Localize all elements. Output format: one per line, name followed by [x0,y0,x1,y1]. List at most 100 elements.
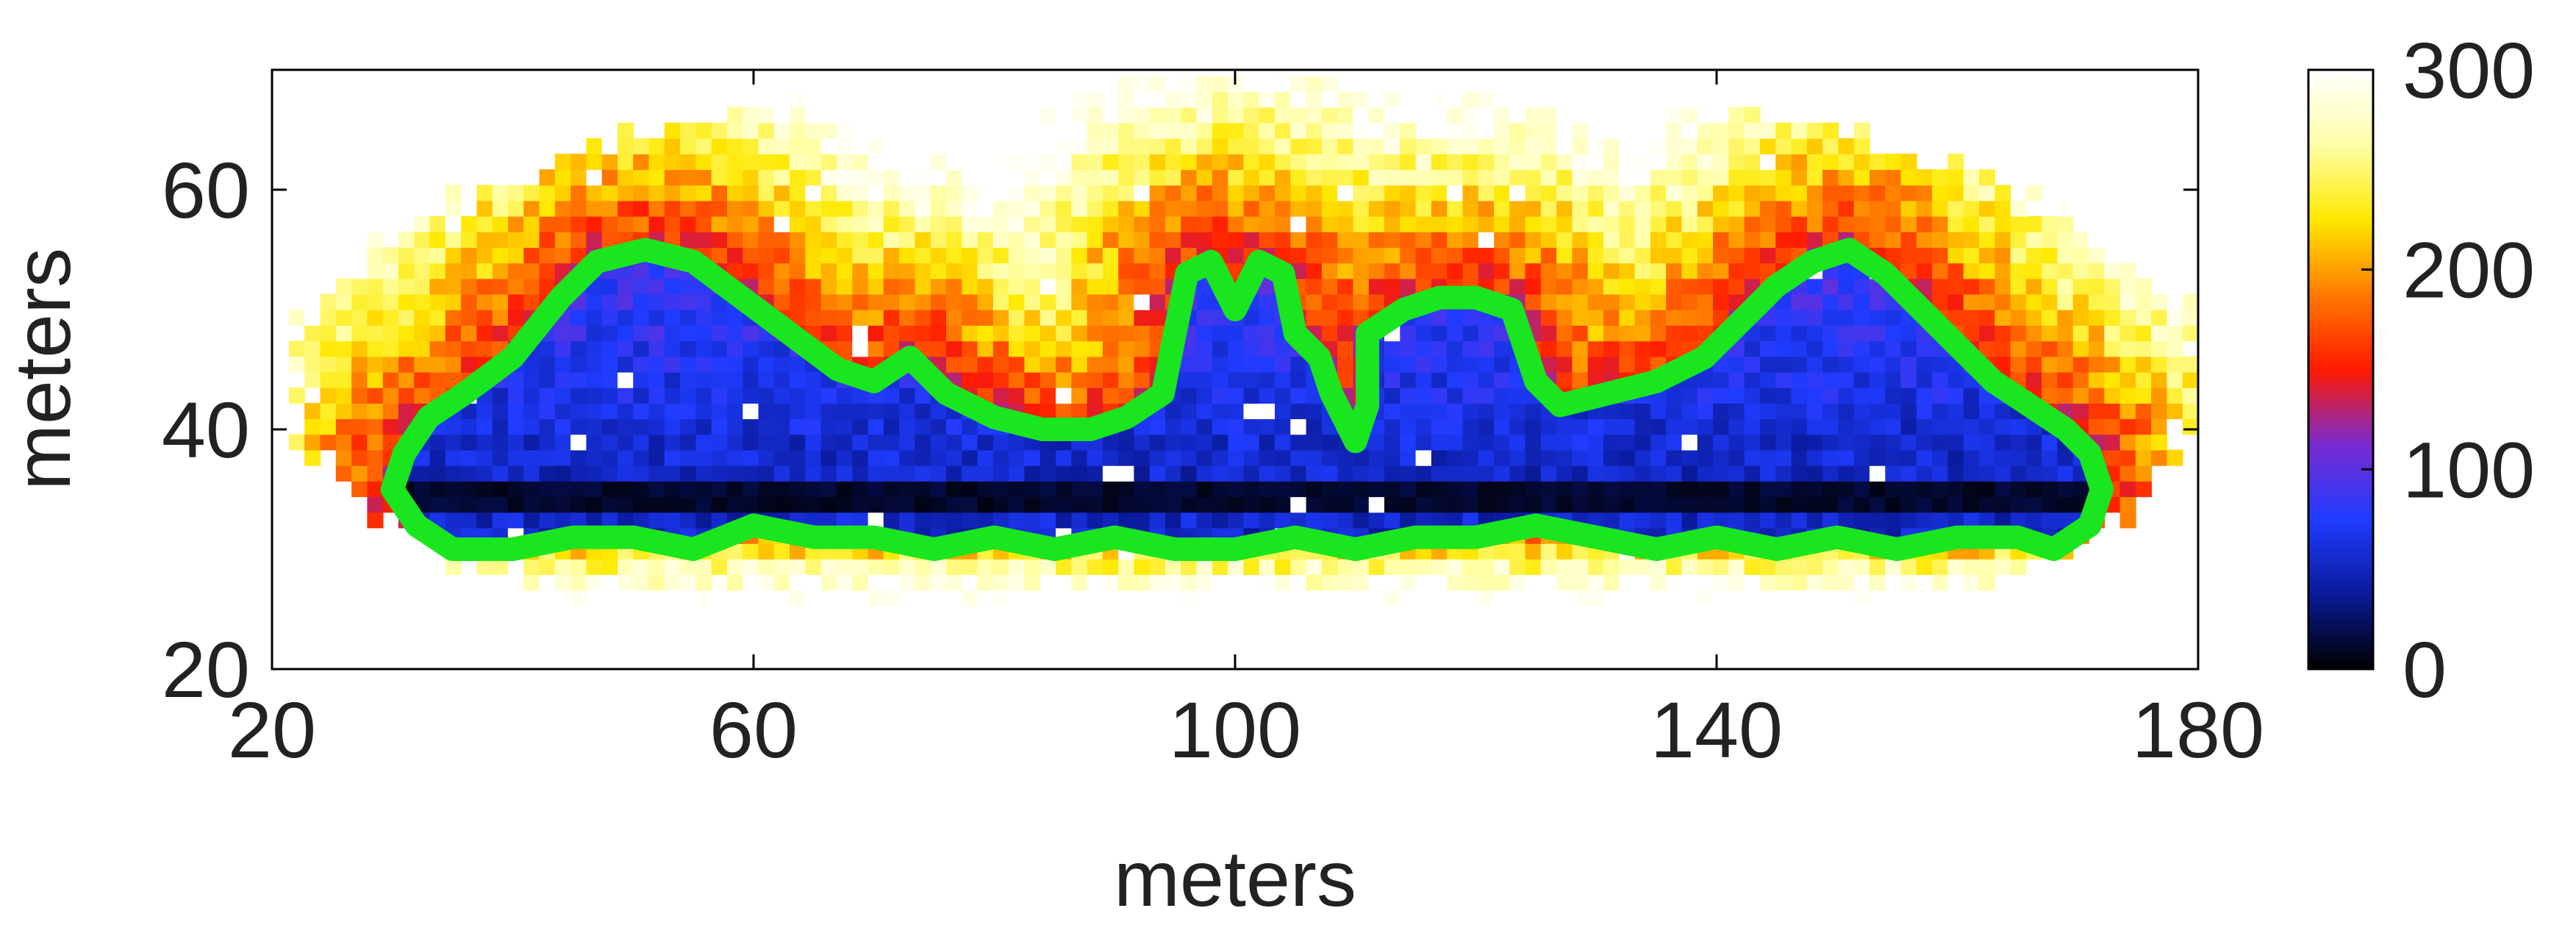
heatmap-cell [618,340,634,357]
heatmap-cell [2057,215,2074,232]
heatmap-cell [1540,574,1557,591]
heatmap-cell [1009,481,1026,498]
heatmap-cell [1681,418,1698,435]
heatmap-cell [523,371,540,388]
heatmap-cell [1634,122,1651,139]
heatmap-cell [1822,310,1839,326]
heatmap-cell [1306,481,1323,498]
heatmap-cell [790,371,806,388]
heatmap-cell [852,278,869,295]
heatmap-cell [930,247,947,264]
heatmap-cell [1713,185,1730,201]
heatmap-cell [1744,169,1761,186]
heatmap-cell [1932,449,1949,466]
heatmap-cell [837,559,854,575]
heatmap-cell [304,371,321,388]
heatmap-cell [1353,278,1370,295]
heatmap-cell [2010,559,2027,575]
heatmap-cell [1603,107,1620,124]
heatmap-cell [883,387,900,404]
heatmap-cell [1056,215,1073,232]
heatmap-cell [1275,559,1292,575]
heatmap-cell [1806,387,1823,404]
heatmap-cell [1056,371,1073,388]
heatmap-cell [837,293,854,310]
heatmap-cell [1009,605,1026,622]
heatmap-cell [1462,154,1479,171]
heatmap-cell [1243,325,1260,342]
heatmap-cell [1885,185,1902,201]
heatmap-cell [1071,262,1088,279]
heatmap-cell [1478,605,1495,622]
heatmap-cell [883,278,900,295]
heatmap-cell [429,465,446,482]
heatmap-cell [1415,621,1432,637]
heatmap-cell [820,293,837,310]
heatmap-cell [1994,325,2011,342]
heatmap-cell [1870,559,1886,575]
heatmap-cell [1165,247,1182,264]
heatmap-cell [837,215,854,232]
heatmap-cell [461,418,478,435]
heatmap-cell [790,107,806,124]
heatmap-cell [820,247,837,264]
heatmap-cell [2089,262,2105,279]
heatmap-cell [1290,449,1307,466]
heatmap-cell [1681,262,1698,279]
heatmap-cell [476,293,493,310]
heatmap-cell [867,137,884,154]
heatmap-cell [727,637,744,653]
heatmap-cell [820,512,837,529]
heatmap-cell [1275,605,1292,622]
heatmap-cell [1478,496,1495,513]
heatmap-cell [695,496,712,513]
heatmap-cell [1243,91,1260,108]
heatmap-cell [398,232,415,249]
heatmap-cell [586,340,603,357]
heatmap-cell [1478,559,1495,575]
heatmap-cell [1134,574,1151,591]
heatmap-cell [773,496,790,513]
heatmap-cell [1462,215,1479,232]
heatmap-cell [1415,76,1432,93]
heatmap-cell [899,91,916,108]
heatmap-cell [1509,278,1526,295]
heatmap-cell [680,574,697,591]
heatmap-cell [680,293,697,310]
heatmap-cell [618,154,634,171]
heatmap-cell [1713,605,1730,622]
heatmap-cell [930,512,947,529]
heatmap-cell [1149,621,1166,637]
heatmap-cell [1337,512,1354,529]
heatmap-cell [586,387,603,404]
heatmap-cell [1024,621,1041,637]
heatmap-cell [1634,481,1651,498]
heatmap-cell [790,247,806,264]
heatmap-cell [2042,293,2058,310]
heatmap-cell [883,310,900,326]
heatmap-cell [1118,122,1135,139]
heatmap-cell [1071,325,1088,342]
heatmap-cell [1400,496,1417,513]
heatmap-cell [680,371,697,388]
heatmap-cell [1134,325,1151,342]
heatmap-cell [554,449,571,466]
heatmap-cell [492,496,509,513]
heatmap-cell [2119,449,2136,466]
heatmap-cell [680,122,697,139]
heatmap-cell [962,278,978,295]
heatmap-cell [1181,512,1198,529]
heatmap-cell [680,605,697,622]
heatmap-cell [883,637,900,653]
heatmap-cell [1728,434,1745,451]
heatmap-cell [962,559,978,575]
heatmap-cell [2025,232,2042,249]
heatmap-cell [1838,605,1855,622]
heatmap-cell [1979,262,1996,279]
heatmap-cell [1196,293,1213,310]
heatmap-cell [1634,107,1651,124]
heatmap-cell [695,185,712,201]
heatmap-cell [570,434,587,451]
heatmap-cell [476,481,493,498]
heatmap-cell [1885,403,1902,420]
